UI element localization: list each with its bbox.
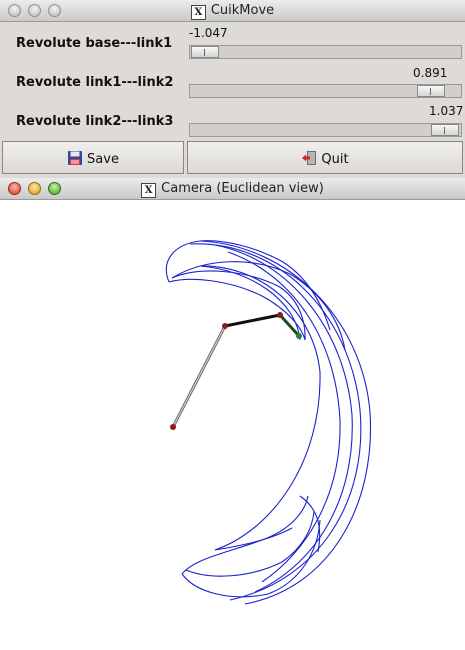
euclidean-view-canvas[interactable] [0, 200, 465, 646]
link1-highlight [172, 325, 226, 428]
quit-button-label: Quit [321, 152, 349, 167]
slider-label-link2-link3: Revolute link2---link3 [16, 114, 174, 129]
close-window-button[interactable] [8, 4, 21, 17]
window-title: X CuikMove [0, 3, 465, 20]
slider-value-link2-link3: 1.037 [429, 104, 464, 118]
link2 [224, 313, 281, 328]
minimize-window-button[interactable] [28, 4, 41, 17]
slider-thumb[interactable] [431, 124, 459, 136]
camera-viewport[interactable] [0, 200, 465, 646]
joint-link1-link2 [222, 323, 228, 329]
x11-icon: X [141, 183, 157, 198]
x11-icon: X [190, 5, 206, 20]
link3 [278, 313, 301, 338]
camera-titlebar[interactable]: X Camera (Euclidean view) [0, 178, 465, 200]
camera-window-title: X Camera (Euclidean view) [0, 181, 465, 198]
joint-link2-link3 [277, 312, 283, 318]
slider-panel: Revolute base---link1 -1.047 Revolute li… [0, 22, 465, 178]
zoom-window-button[interactable] [48, 4, 61, 17]
slider-thumb[interactable] [417, 85, 445, 97]
save-button-label: Save [87, 152, 119, 167]
slider-base-link1[interactable] [189, 45, 462, 59]
slider-label-link1-link2: Revolute link1---link2 [16, 75, 174, 90]
window-title-text: CuikMove [210, 3, 275, 18]
slider-thumb[interactable] [191, 46, 219, 58]
slider-value-base-link1: -1.047 [189, 26, 228, 40]
robot-arm [170, 312, 302, 430]
workspace-surface [165, 240, 372, 605]
save-button[interactable]: Save [2, 141, 184, 174]
zoom-window-button[interactable] [48, 182, 61, 195]
close-window-button[interactable] [8, 182, 21, 195]
exit-door-icon [302, 151, 317, 165]
cuikmove-titlebar[interactable]: X CuikMove [0, 0, 465, 22]
end-effector [296, 333, 302, 339]
slider-value-link1-link2: 0.891 [413, 66, 448, 80]
slider-label-base-link1: Revolute base---link1 [16, 36, 173, 51]
floppy-disk-icon [68, 151, 83, 165]
minimize-window-button[interactable] [28, 182, 41, 195]
slider-link1-link2[interactable] [189, 84, 462, 98]
slider-link2-link3[interactable] [189, 123, 462, 137]
base-joint [170, 424, 176, 430]
camera-title-text: Camera (Euclidean view) [161, 181, 324, 196]
quit-button[interactable]: Quit [187, 141, 463, 174]
